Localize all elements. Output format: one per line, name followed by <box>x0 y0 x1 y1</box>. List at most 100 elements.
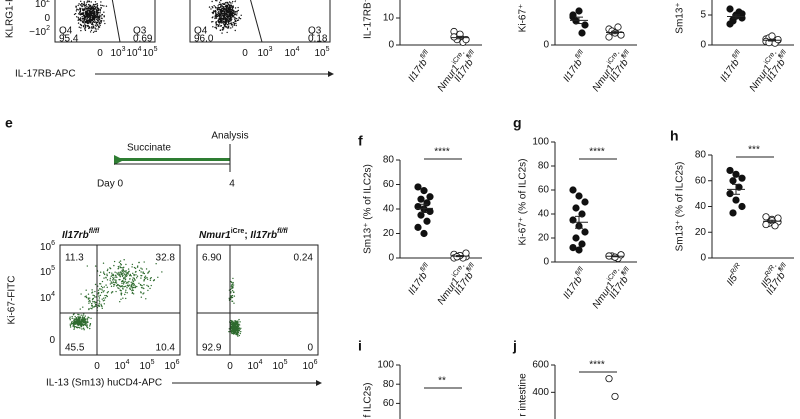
event-dot <box>232 287 234 289</box>
event-dot <box>73 327 76 329</box>
event-dot <box>217 5 219 7</box>
event-dot <box>237 6 239 9</box>
event-dot <box>95 28 97 30</box>
event-dot <box>82 306 84 308</box>
quadrant-name: Q4 <box>59 26 73 37</box>
event-dot <box>82 327 85 330</box>
event-dot <box>140 284 142 286</box>
flow-plot-frame <box>54 0 156 43</box>
event-dot <box>220 13 222 16</box>
event-dot <box>137 265 139 267</box>
event-dot <box>113 285 115 287</box>
event-dot <box>131 263 134 266</box>
event-dot <box>112 281 115 283</box>
event-dot <box>93 21 95 23</box>
event-dot <box>233 23 236 25</box>
data-dot <box>578 29 586 37</box>
event-dot <box>131 266 133 268</box>
event-dot <box>95 12 98 14</box>
event-dot <box>214 26 216 29</box>
event-dot <box>116 272 118 274</box>
event-dot <box>222 6 225 8</box>
event-dot <box>95 3 97 5</box>
event-dot <box>98 14 101 16</box>
event-dot <box>100 304 103 307</box>
event-dot <box>86 13 88 15</box>
event-dot <box>85 296 88 299</box>
data-dot <box>420 187 428 195</box>
event-dot <box>124 270 126 273</box>
y-tick-label: 10 <box>383 13 395 24</box>
event-dot <box>240 330 242 333</box>
event-dot <box>130 285 133 288</box>
event-dot <box>92 31 95 33</box>
event-dot <box>121 285 123 288</box>
event-dot <box>118 261 121 264</box>
event-dot <box>83 22 85 24</box>
event-dot <box>218 3 220 6</box>
event-dot <box>226 21 228 23</box>
event-dot <box>132 289 134 292</box>
data-dot <box>581 228 589 236</box>
event-dot <box>123 270 125 272</box>
day-label: Day 0 <box>97 179 124 190</box>
event-dot <box>92 3 95 6</box>
event-dot <box>113 283 115 286</box>
event-dot <box>220 5 222 7</box>
x-tick-label: 104 <box>247 359 262 372</box>
event-dot <box>135 277 138 279</box>
event-dot <box>77 22 80 24</box>
event-dot <box>132 272 134 275</box>
event-dot <box>83 2 86 4</box>
event-dot <box>82 20 84 23</box>
y-axis-label: KLRG1-Pe <box>5 0 16 38</box>
arrow-head <box>316 380 322 386</box>
data-dot <box>575 192 583 200</box>
event-dot <box>100 288 102 290</box>
data-dot <box>414 183 422 191</box>
event-dot <box>92 21 94 23</box>
event-dot <box>226 23 229 26</box>
event-dot <box>83 4 86 6</box>
event-dot <box>86 7 88 9</box>
event-dot <box>134 285 137 287</box>
panel-letter: h <box>670 128 679 144</box>
event-dot <box>143 261 145 263</box>
quadrant-value: 92.9 <box>202 343 222 354</box>
event-dot <box>79 4 82 6</box>
event-dot <box>231 15 234 17</box>
event-dot <box>131 288 134 290</box>
event-dot <box>87 16 90 18</box>
event-dot <box>232 277 234 280</box>
data-dot <box>572 204 580 212</box>
event-dot <box>93 16 95 18</box>
y-axis-label: Ki-67⁺ (% of ILC2s) <box>518 159 529 246</box>
event-dot <box>121 280 123 283</box>
data-dot <box>614 23 622 31</box>
event-dot <box>88 317 90 319</box>
x-axis-label: IL-13 (Sm13) huCD4-APC <box>46 378 162 389</box>
event-dot <box>90 5 92 7</box>
event-dot <box>147 285 150 288</box>
event-dot <box>235 17 238 20</box>
event-dot <box>84 29 87 32</box>
event-dot <box>233 323 236 325</box>
event-dot <box>232 0 234 3</box>
event-dot <box>122 274 124 276</box>
event-dot <box>102 300 105 302</box>
event-dot <box>238 323 240 326</box>
event-dot <box>140 296 143 298</box>
data-dot <box>729 209 737 217</box>
event-dot <box>94 30 96 32</box>
data-dot <box>569 186 577 194</box>
text-part: 3 <box>122 46 126 53</box>
event-dot <box>234 320 236 322</box>
event-dot <box>81 320 84 323</box>
event-dot <box>74 323 76 325</box>
event-dot <box>89 15 91 17</box>
event-dot <box>82 323 84 326</box>
event-dot <box>75 5 77 8</box>
text-part: 10 <box>284 48 296 59</box>
event-dot <box>229 16 232 18</box>
event-dot <box>69 323 72 325</box>
